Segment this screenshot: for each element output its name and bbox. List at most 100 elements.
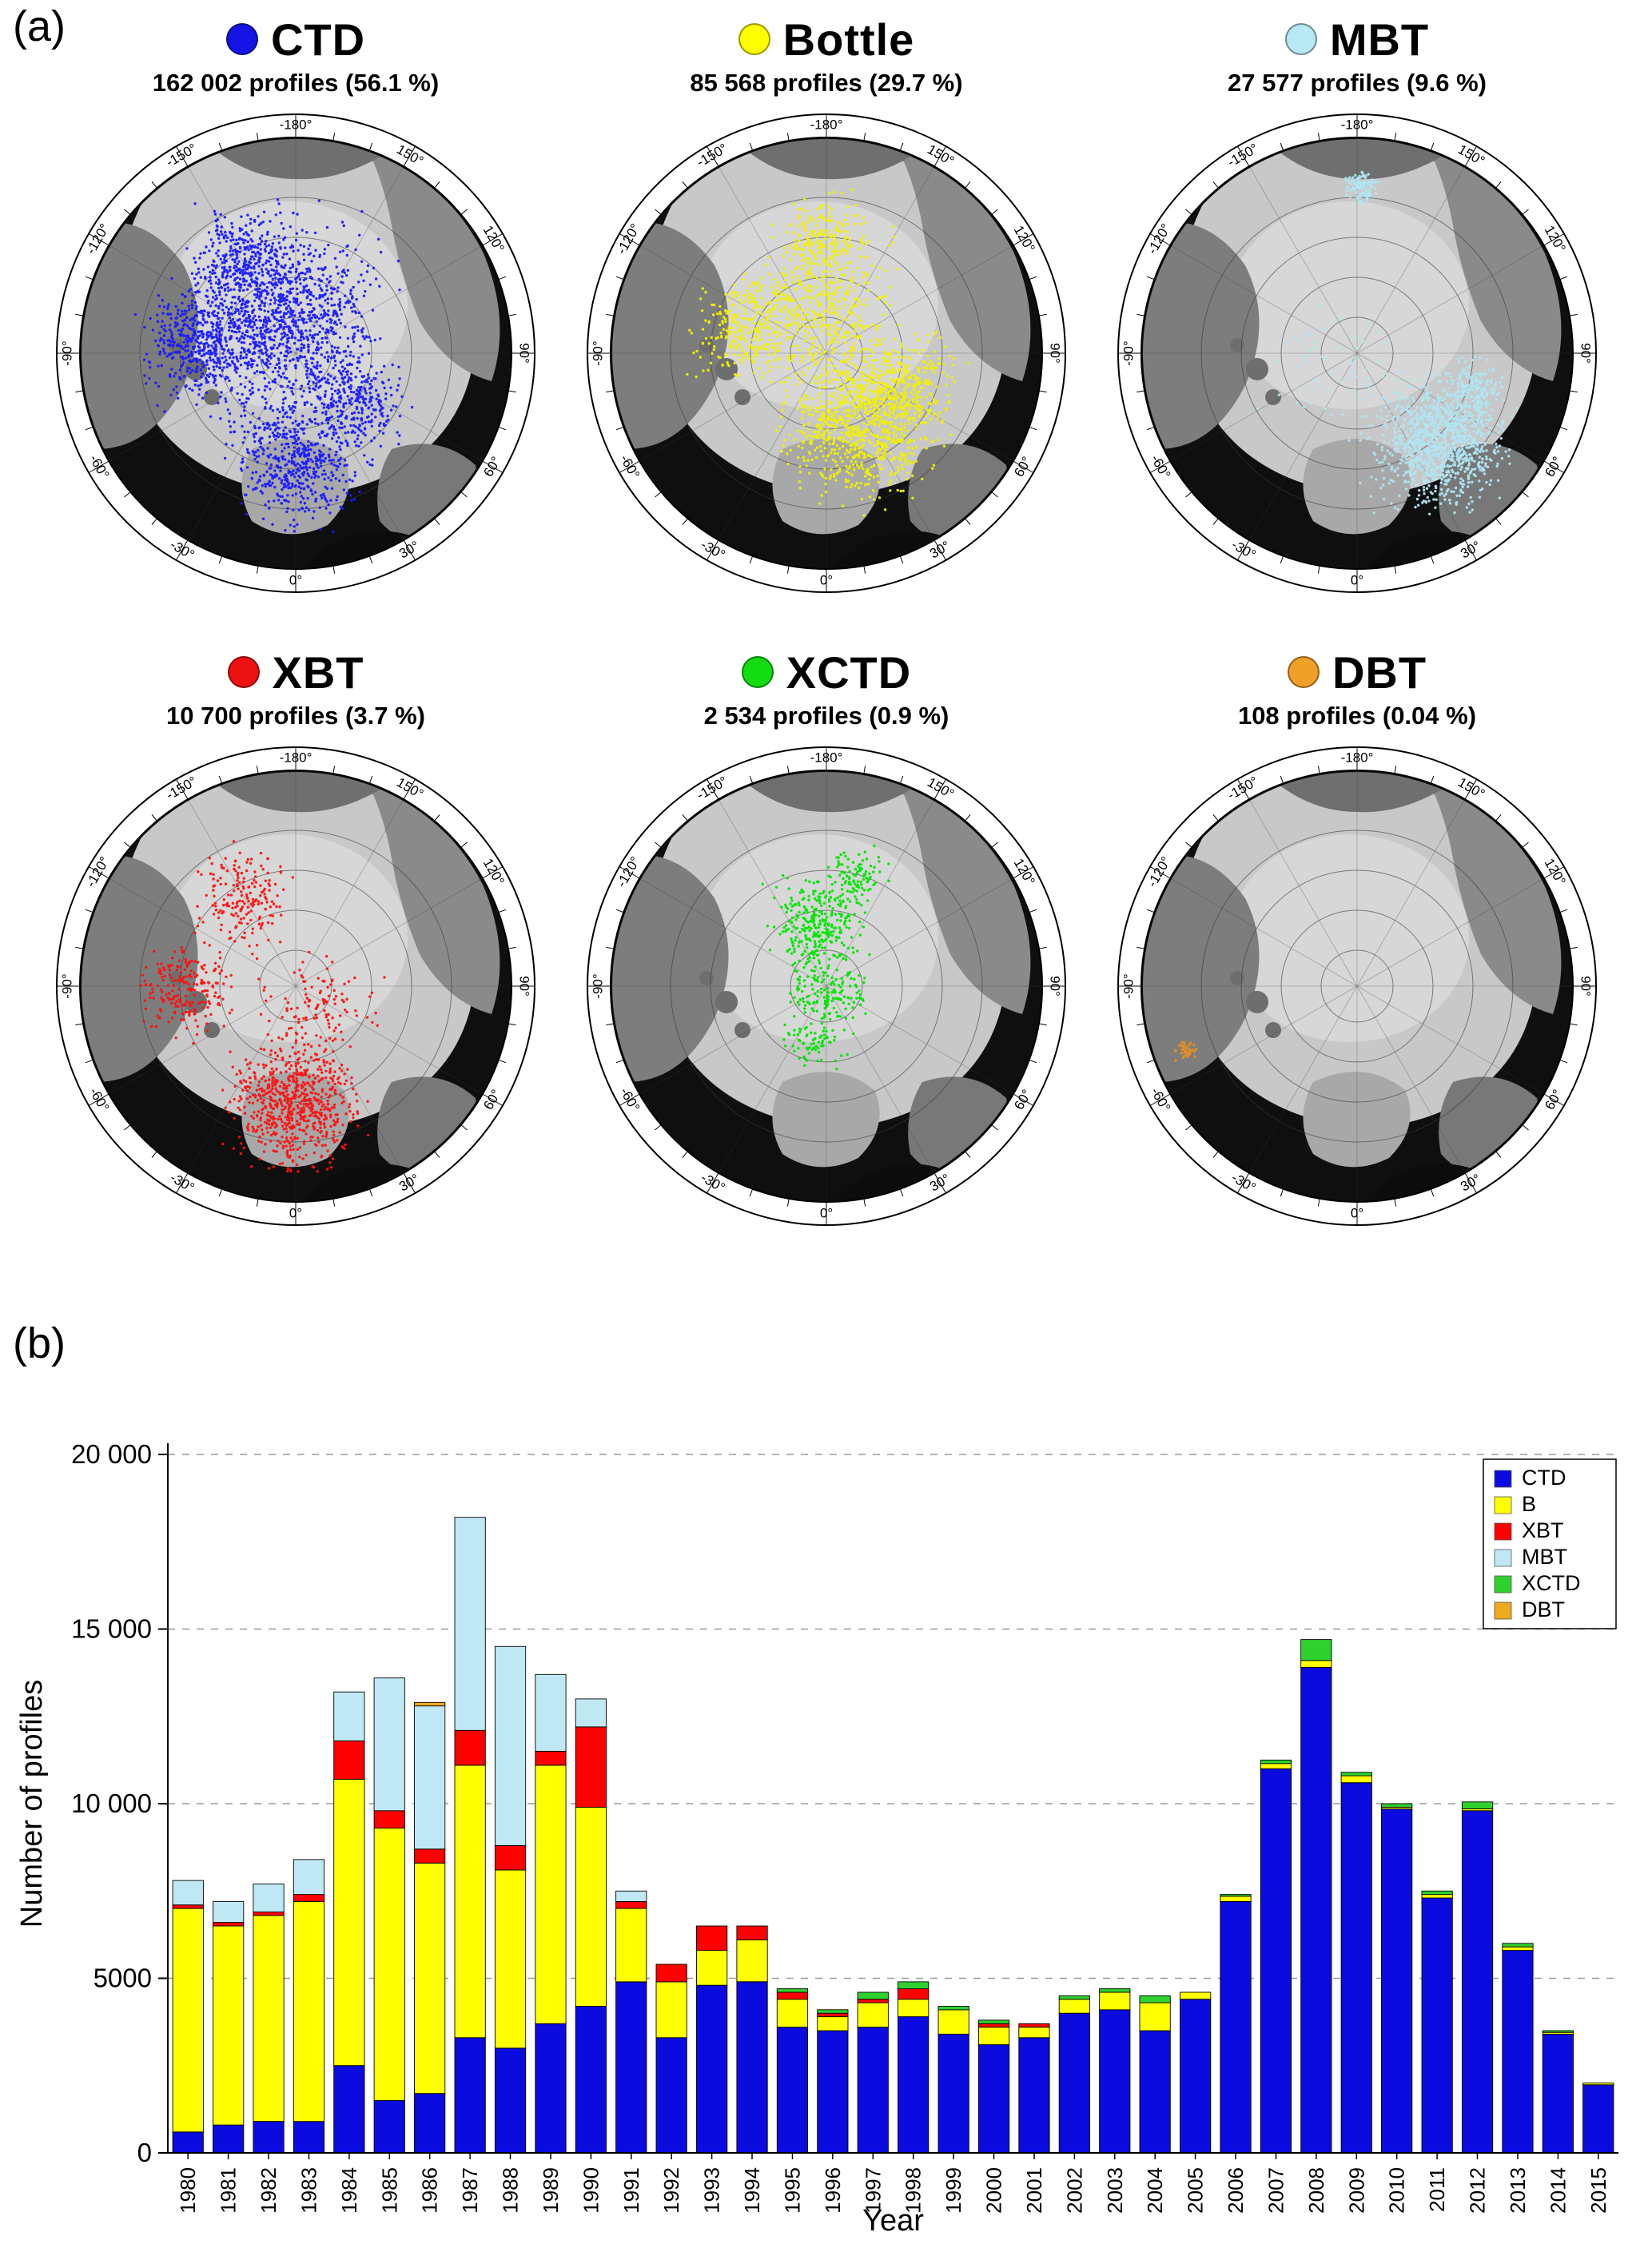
bar-segment-CTD-1995 (777, 2027, 807, 2153)
legend-label-DBT: DBT (1522, 1597, 1565, 1621)
bar-segment-XCTD-1997 (858, 1992, 888, 1999)
bar-segment-B-1992 (656, 1982, 687, 2038)
map-panel-mbt: MBT 27 577 profiles (9.6 %) -180°150°120… (1092, 0, 1622, 601)
bar-segment-XCTD-2011 (1422, 1891, 1452, 1894)
bar-segment-MBT-1980 (173, 1880, 203, 1905)
bar-segment-B-1998 (898, 1999, 929, 2017)
map-title-row: DBT (1288, 644, 1427, 700)
bar-segment-CTD-1990 (575, 2007, 606, 2154)
bar-segment-XBT-1980 (173, 1905, 203, 1908)
bar-segment-B-1984 (334, 1779, 364, 2065)
bar-segment-XCTD-2007 (1260, 1760, 1291, 1763)
map-subtitle: 85 568 profiles (29.7 %) (690, 69, 962, 97)
bar-segment-XCTD-2006 (1220, 1895, 1251, 1896)
bar-segment-CTD-2008 (1301, 1668, 1332, 2153)
bar-segment-B-2008 (1301, 1661, 1332, 1668)
bar-segment-CTD-1999 (938, 2034, 969, 2153)
map-subtitle: 162 002 profiles (56.1 %) (153, 69, 439, 97)
legend-label-CTD: CTD (1522, 1466, 1566, 1490)
map-panel-ctd: CTD 162 002 profiles (56.1 %) -180°150°1… (30, 0, 561, 601)
map-title-row: XBT (228, 644, 364, 700)
dbt-map: -180°150°120°90°60°30°0°-30°-60°-90°-120… (1109, 738, 1605, 1234)
bar-segment-CTD-1985 (374, 2101, 404, 2154)
bar-segment-CTD-2015 (1583, 2085, 1614, 2153)
bar-segment-XBT-1998 (898, 1989, 929, 1999)
legend-swatch-MBT (1495, 1550, 1511, 1566)
bar-segment-XCTD-1995 (777, 1989, 807, 1992)
ctd-map-svg: -180°150°120°90°60°30°0°-30°-60°-90°-120… (48, 105, 543, 601)
bar-segment-XBT-1994 (737, 1926, 767, 1940)
bar-segment-B-1997 (858, 2003, 888, 2027)
bar-segment-MBT-1982 (253, 1884, 284, 1912)
bar-segment-B-2005 (1180, 1992, 1211, 1999)
map-title-row: MBT (1285, 11, 1429, 67)
map-panel-bottle: Bottle 85 568 profiles (29.7 %) -180°150… (561, 0, 1092, 601)
bar-segment-XBT-1992 (656, 1964, 687, 1982)
map-panel-xctd: XCTD 2 534 profiles (0.9 %) -180°150°120… (561, 633, 1092, 1234)
bar-segment-CTD-1993 (697, 1985, 727, 2153)
bar-segment-B-1987 (455, 1765, 485, 2038)
bottle-map: -180°150°120°90°60°30°0°-30°-60°-90°-120… (579, 105, 1074, 601)
bottle-legend-dot-icon (738, 23, 770, 55)
map-title-row: XCTD (742, 644, 911, 700)
mbt-map: -180°150°120°90°60°30°0°-30°-60°-90°-120… (1109, 105, 1605, 601)
bar-segment-XBT-2000 (978, 2023, 1009, 2027)
svg-text:0°: 0° (289, 572, 302, 587)
bar-segment-CTD-1987 (455, 2038, 485, 2153)
bar-segment-XBT-2001 (1019, 2023, 1049, 2027)
mbt-legend-dot-icon (1285, 23, 1317, 55)
bar-segment-XCTD-2012 (1462, 1802, 1492, 1809)
xbt-map: -180°150°120°90°60°30°0°-30°-60°-90°-120… (48, 738, 543, 1234)
bar-segment-CTD-1981 (213, 2125, 244, 2153)
bar-segment-MBT-1983 (293, 1860, 324, 1895)
bar-segment-XBT-1991 (616, 1901, 647, 1908)
bar-segment-B-2009 (1341, 1776, 1371, 1783)
bar-segment-XCTD-2014 (1543, 2031, 1573, 2032)
bar-segment-XBT-1985 (374, 1811, 404, 1828)
xctd-map: -180°150°120°90°60°30°0°-30°-60°-90°-120… (579, 738, 1074, 1234)
x-axis-title: Year (862, 2204, 924, 2238)
bar-segment-B-2015 (1583, 2083, 1614, 2085)
map-title: MBT (1330, 14, 1429, 66)
legend-label-MBT: MBT (1522, 1545, 1567, 1569)
legend-swatch-B (1495, 1497, 1511, 1514)
bar-segment-CTD-1992 (656, 2038, 687, 2153)
legend-swatch-CTD (1495, 1470, 1511, 1487)
svg-text:-90°: -90° (59, 340, 74, 365)
bar-segment-XBT-1983 (293, 1895, 324, 1902)
bar-segment-MBT-1988 (495, 1646, 525, 1845)
bar-segment-B-1981 (213, 1926, 244, 2125)
map-title-row: CTD (226, 11, 365, 67)
svg-text:90°: 90° (517, 343, 532, 364)
bar-segment-CTD-1982 (253, 2122, 284, 2153)
bar-segment-B-1991 (616, 1908, 647, 1982)
bar-segment-MBT-1989 (535, 1674, 566, 1751)
y-axis-title: Number of profiles (15, 1680, 49, 1928)
bar-segment-CTD-1994 (737, 1982, 767, 2153)
bar-segment-XBT-1988 (495, 1845, 525, 1870)
bar-segment-XBT-1982 (253, 1912, 284, 1916)
bar-segment-CTD-2005 (1180, 1999, 1211, 2153)
bar-segment-CTD-2013 (1503, 1951, 1533, 2154)
bar-segment-XBT-1981 (213, 1923, 244, 1926)
bar-segment-CTD-1980 (173, 2132, 203, 2153)
xbt-map-svg: -180°150°120°90°60°30°0°-30°-60°-90°-120… (48, 738, 543, 1234)
map-subtitle: 108 profiles (0.04 %) (1238, 702, 1476, 730)
legend-swatch-XCTD (1495, 1576, 1511, 1593)
bar-segment-XCTD-1996 (818, 2010, 848, 2013)
map-title: Bottle (783, 14, 915, 66)
bar-segment-MBT-1985 (374, 1678, 404, 1811)
bar-segment-B-1988 (495, 1870, 525, 2048)
bar-segment-CTD-1989 (535, 2023, 566, 2153)
xctd-map-svg: -180°150°120°90°60°30°0°-30°-60°-90°-120… (579, 738, 1074, 1234)
bar-segment-XBT-1997 (858, 1999, 888, 2003)
legend-swatch-DBT (1495, 1602, 1511, 1619)
map-panel-dbt: DBT 108 profiles (0.04 %) -180°150°120°9… (1092, 633, 1622, 1234)
bar-segment-B-1994 (737, 1940, 767, 1981)
xctd-legend-dot-icon (742, 656, 774, 688)
bar-segment-B-1996 (818, 2017, 848, 2031)
legend-label-B: B (1522, 1492, 1536, 1516)
bar-segment-B-1995 (777, 1999, 807, 2027)
